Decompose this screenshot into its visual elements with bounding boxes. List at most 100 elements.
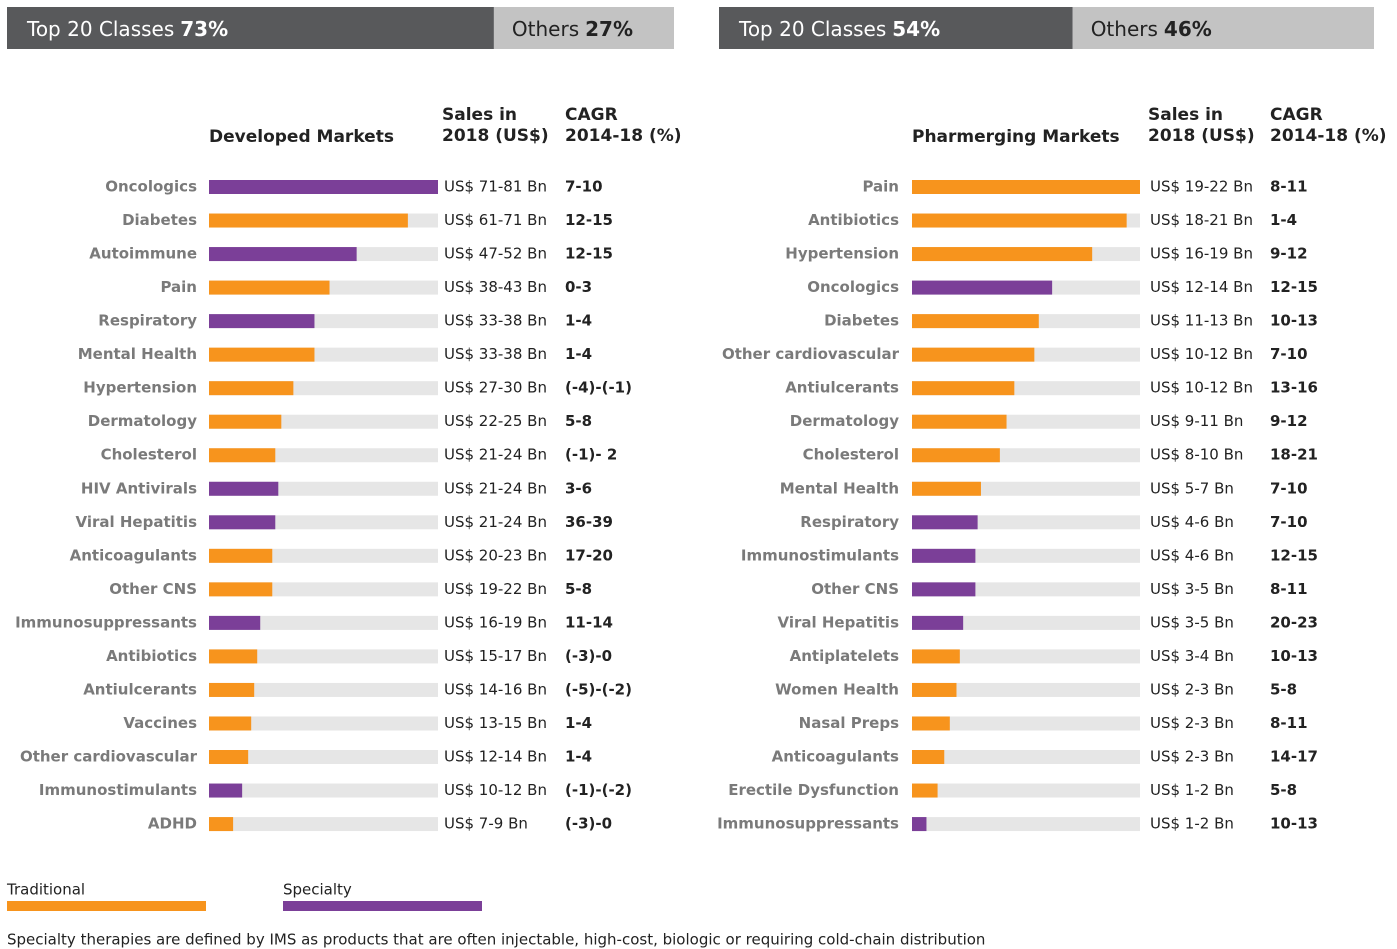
sales-label: US$ 16-19 Bn — [444, 613, 547, 631]
cagr-label: 5-8 — [1270, 680, 1297, 698]
category-label: Immunosuppressants — [717, 815, 899, 833]
category-label: Other CNS — [109, 580, 197, 598]
bar — [912, 180, 1140, 194]
sales-label: US$ 22-25 Bn — [444, 412, 547, 430]
share-others — [493, 7, 674, 49]
bar — [209, 381, 294, 396]
bar — [209, 247, 357, 262]
cagr-label: 1-4 — [565, 312, 592, 330]
bar — [912, 817, 927, 832]
share-others-text: Others — [1091, 17, 1158, 41]
bar — [912, 448, 1000, 463]
cagr-label: 1-4 — [565, 345, 592, 363]
share-top-label: Top 20 Classes 54% — [738, 17, 940, 41]
sales-label: US$ 19-22 Bn — [444, 580, 547, 598]
cagr-label: 10-13 — [1270, 647, 1318, 665]
sales-header: 2018 (US$) — [1148, 126, 1255, 146]
panel-title: Developed Markets — [209, 127, 394, 147]
category-label: Oncologics — [807, 278, 899, 296]
sales-label: US$ 15-17 Bn — [444, 647, 547, 665]
sales-label: US$ 3-5 Bn — [1150, 580, 1234, 598]
sales-label: US$ 16-19 Bn — [1150, 245, 1253, 263]
cagr-label: 5-8 — [1270, 781, 1297, 799]
bar — [209, 582, 273, 597]
bar — [912, 682, 957, 697]
sales-label: US$ 20-23 Bn — [444, 546, 547, 564]
sales-label: US$ 10-12 Bn — [1150, 345, 1253, 363]
share-top-text: Top 20 Classes — [738, 17, 886, 41]
sales-label: US$ 1-2 Bn — [1150, 815, 1234, 833]
category-label: Antibiotics — [106, 647, 197, 665]
bar — [912, 649, 960, 664]
sales-label: US$ 13-15 Bn — [444, 714, 547, 732]
sales-label: US$ 9-11 Bn — [1150, 412, 1243, 430]
bar — [912, 381, 1015, 396]
category-label: Cholesterol — [803, 446, 899, 464]
cagr-header: CAGR — [1270, 105, 1323, 125]
sales-label: US$ 7-9 Bn — [444, 815, 528, 833]
bar — [912, 247, 1093, 262]
sales-label: US$ 10-12 Bn — [444, 781, 547, 799]
category-label: Anticoagulants — [70, 546, 197, 564]
category-label: Nasal Preps — [799, 714, 899, 732]
bar-track — [209, 716, 438, 731]
category-label: Viral Hepatitis — [75, 513, 197, 531]
bar — [209, 180, 438, 194]
share-others-value: 46% — [1164, 17, 1212, 41]
bar-track — [209, 817, 438, 832]
bar — [912, 347, 1035, 362]
category-label: Pain — [862, 178, 899, 196]
cagr-label: (-1)-(-2) — [565, 781, 632, 799]
bar-track — [912, 783, 1140, 798]
cagr-label: (-4)-(-1) — [565, 379, 632, 397]
cagr-label: 3-6 — [565, 479, 592, 497]
cagr-label: (-3)-0 — [565, 815, 612, 833]
cagr-label: 10-13 — [1270, 312, 1318, 330]
sales-label: US$ 4-6 Bn — [1150, 546, 1234, 564]
sales-label: US$ 47-52 Bn — [444, 245, 547, 263]
cagr-label: 8-11 — [1270, 714, 1308, 732]
cagr-label: 5-8 — [565, 580, 592, 598]
category-label: Antibiotics — [808, 211, 899, 229]
share-top — [7, 7, 494, 49]
legend-label: Traditional — [6, 881, 85, 899]
sales-label: US$ 21-24 Bn — [444, 479, 547, 497]
bar — [209, 481, 279, 496]
bar — [209, 414, 282, 429]
legend-label: Specialty — [283, 881, 352, 899]
cagr-label: 10-13 — [1270, 815, 1318, 833]
category-label: Dermatology — [790, 412, 899, 430]
category-label: Hypertension — [83, 379, 197, 397]
cagr-label: 8-11 — [1270, 178, 1308, 196]
category-label: Oncologics — [105, 178, 197, 196]
category-label: Respiratory — [800, 513, 899, 531]
sales-label: US$ 2-3 Bn — [1150, 680, 1234, 698]
bar-track — [209, 783, 438, 798]
cagr-label: 7-10 — [1270, 479, 1308, 497]
category-label: Women Health — [775, 680, 899, 698]
share-top — [719, 7, 1073, 49]
cagr-label: 8-11 — [1270, 580, 1308, 598]
legend-swatch — [283, 901, 482, 911]
sales-label: US$ 11-13 Bn — [1150, 312, 1253, 330]
bar-track — [912, 716, 1140, 731]
cagr-label: (-5)-(-2) — [565, 680, 632, 698]
sales-label: US$ 38-43 Bn — [444, 278, 547, 296]
category-label: Respiratory — [98, 312, 197, 330]
sales-label: US$ 71-81 Bn — [444, 178, 547, 196]
sales-label: US$ 12-14 Bn — [444, 748, 547, 766]
footnote: Specialty therapies are defined by IMS a… — [7, 931, 985, 949]
cagr-label: 12-15 — [1270, 546, 1318, 564]
category-label: Autoimmune — [89, 245, 197, 263]
bar — [912, 783, 938, 798]
cagr-label: 12-15 — [565, 211, 613, 229]
sales-header: 2018 (US$) — [442, 126, 549, 146]
bar — [912, 716, 950, 731]
cagr-label: 7-10 — [1270, 513, 1308, 531]
cagr-label: 7-10 — [565, 178, 603, 196]
bar — [209, 615, 261, 630]
sales-label: US$ 2-3 Bn — [1150, 714, 1234, 732]
bar-track — [912, 682, 1140, 697]
bar-track — [209, 615, 438, 630]
